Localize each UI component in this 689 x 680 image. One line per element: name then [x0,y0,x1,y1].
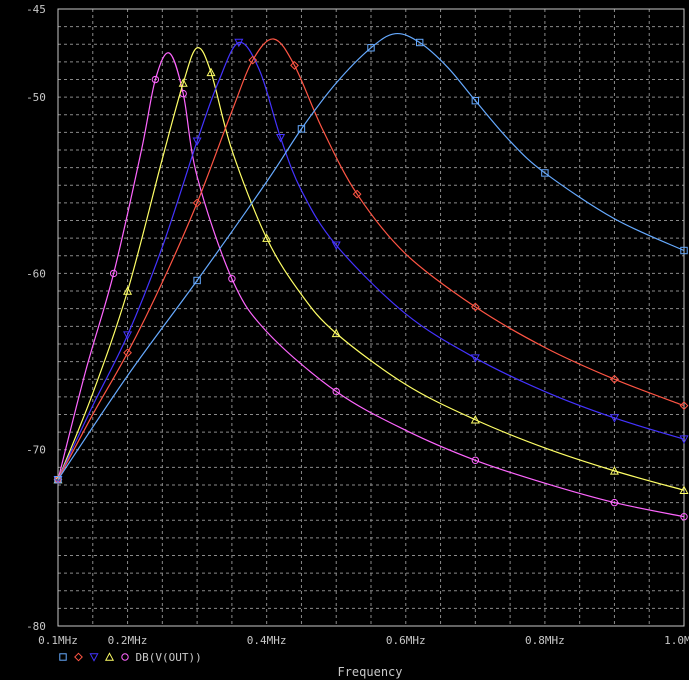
y-tick-label: -45 [26,3,46,16]
series-line [57,41,685,480]
series-line [57,52,685,518]
series-line [57,47,685,491]
x-tick-label: 0.1MHz [38,634,78,647]
legend-marker-circle [121,653,129,661]
plot-border [57,8,685,627]
data-point [352,189,362,199]
data-point [470,414,480,424]
x-tick-label: 1.0MHz [664,634,689,647]
series-2 [53,47,689,494]
series-5 [54,32,688,484]
data-point [192,198,202,208]
x-axis-tick-labels: 0.1MHz 0.2MHz 0.4MHz 0.6MHz 0.8MHz 1.0MHz [38,634,689,647]
x-tick-label: 0.6MHz [386,634,426,647]
series-4 [53,38,689,485]
data-point [234,38,244,48]
data-point [206,67,216,77]
data-point [248,55,258,65]
data-point [679,401,689,411]
legend: DB(V(OUT)) [59,651,202,664]
legend-marker-triangle-down [89,653,99,662]
data-point [54,475,62,484]
data-point [192,137,202,146]
data-point [228,275,236,283]
x-tick-label: 0.4MHz [247,634,287,647]
legend-marker-diamond [74,652,83,662]
data-point [290,61,299,70]
grid-lines [58,9,684,626]
legend-marker-triangle [104,652,115,661]
data-point [367,44,375,52]
data-point [470,302,480,312]
data-point [415,38,424,47]
data-point [331,241,341,250]
data-point [680,246,688,255]
series-line [57,38,685,480]
series-1 [54,52,688,521]
y-axis-tick-labels: -45 -50 -60 -70 -80 [26,3,46,633]
data-point [193,276,201,285]
data-point [276,133,286,143]
data-point [331,328,341,338]
x-axis-label: Frequency [337,665,402,679]
data-point [610,498,619,507]
y-tick-label: -60 [26,267,46,280]
data-point [610,374,619,384]
data-point [262,233,272,242]
data-point [471,456,480,464]
data-point [297,125,306,133]
data-point [609,414,619,423]
legend-label: DB(V(OUT)) [136,651,202,664]
data-point [471,96,480,105]
x-tick-label: 0.8MHz [525,634,565,647]
data-point [109,269,118,278]
y-tick-label: -70 [26,444,46,457]
data-point [123,348,132,358]
data-point [178,78,188,87]
series-3 [53,38,689,485]
series-line [57,32,685,481]
y-tick-label: -80 [26,620,46,633]
y-tick-label: -50 [26,91,46,104]
legend-marker-square [59,653,67,661]
data-point [679,435,689,444]
data-point [123,331,133,340]
data-point [151,75,160,84]
x-tick-label: 0.2MHz [108,634,148,647]
data-point [332,387,340,396]
data-point [470,354,480,363]
series-layer [53,32,689,521]
data-point [679,485,689,494]
data-point [680,513,688,521]
data-point [609,466,619,475]
data-point [123,286,133,295]
data-point [541,169,549,177]
